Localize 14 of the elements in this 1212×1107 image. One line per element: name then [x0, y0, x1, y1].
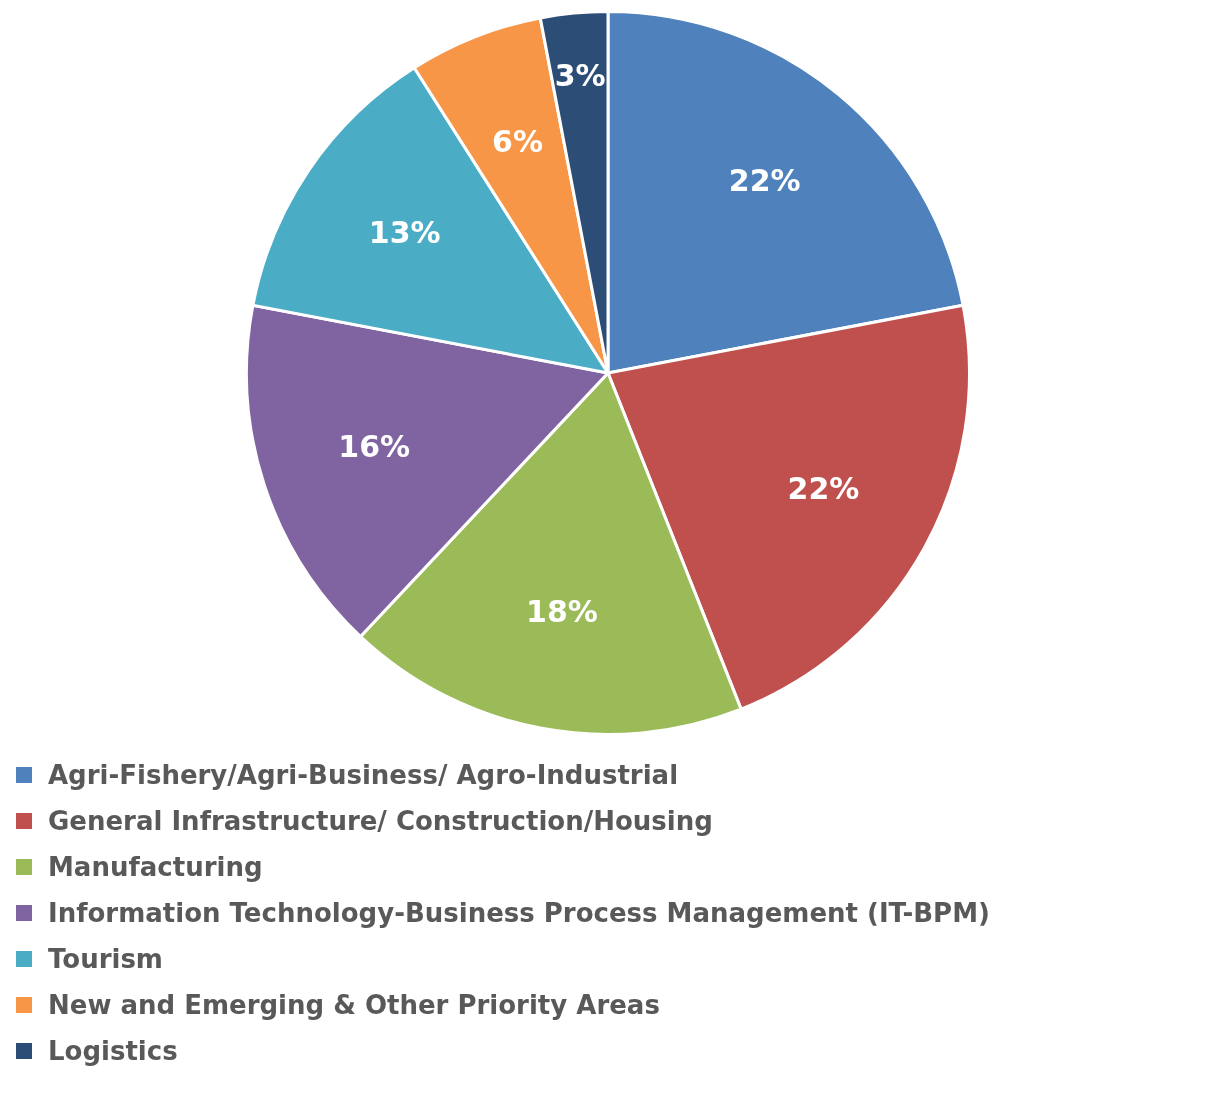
legend-label: General Infrastructure/ Construction/Housing [48, 806, 713, 836]
legend-label: Agri-Fishery/Agri-Business/ Agro-Industrial [48, 760, 679, 790]
data-label: 22% [728, 163, 801, 199]
data-label: 22% [787, 471, 860, 507]
legend-label: Logistics [48, 1036, 178, 1066]
data-label: 13% [368, 214, 441, 250]
legend-label: Manufacturing [48, 852, 263, 882]
data-label: 18% [526, 594, 598, 630]
data-label: 16% [338, 428, 411, 464]
legend-label: New and Emerging & Other Priority Areas [48, 990, 660, 1020]
data-label: 3% [554, 57, 606, 93]
legend-label: Tourism [48, 944, 163, 974]
legend-label: Information Technology-Business Process Management (IT-BPM) [48, 898, 990, 928]
data-label: 6% [492, 124, 543, 160]
